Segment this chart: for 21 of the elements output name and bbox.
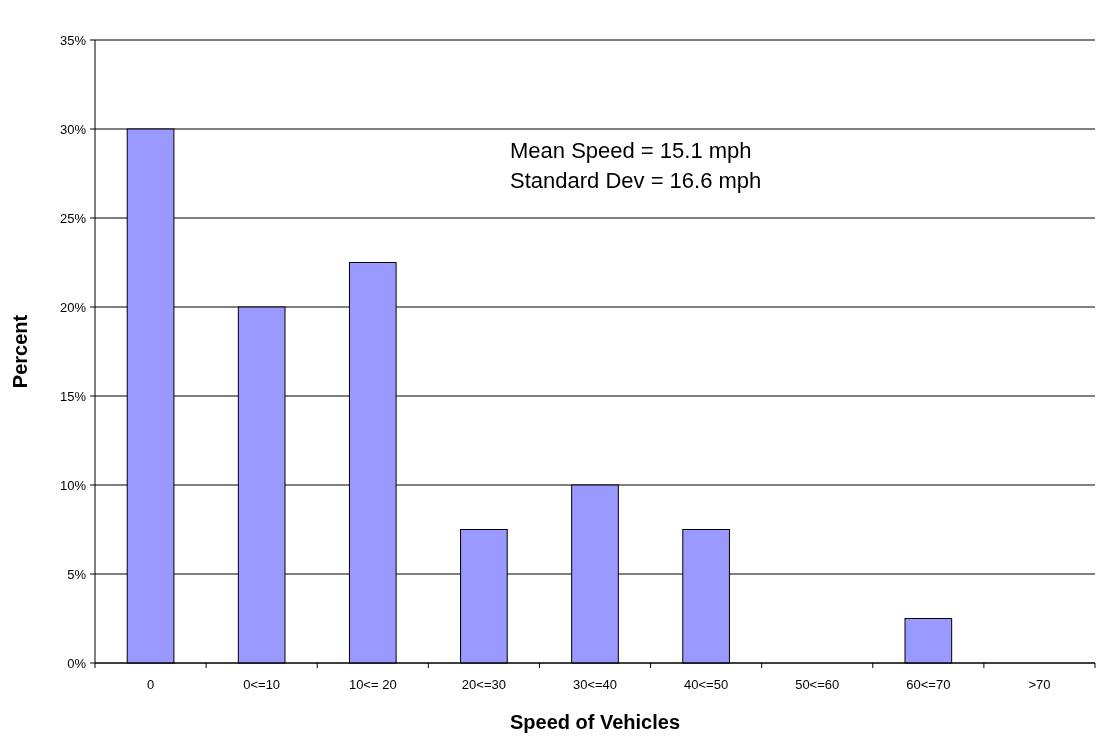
y-tick-label: 0% [67, 655, 87, 671]
annotation: Standard Dev = 16.6 mph [510, 168, 762, 193]
annotation: Mean Speed = 15.1 mph [510, 138, 752, 163]
x-tick-label: 0<=10 [243, 677, 281, 692]
x-tick-label: 30<=40 [572, 677, 618, 692]
y-tick-label: 5% [67, 566, 87, 582]
y-tick-label: 35% [59, 32, 87, 48]
y-tick-label: 20% [59, 299, 87, 315]
y-tick-label: 15% [59, 388, 87, 404]
y-tick-label: 30% [59, 121, 87, 137]
y-axis-title: Percent [9, 314, 31, 389]
x-tick-label: 40<=50 [684, 677, 729, 692]
x-tick-label: 0 [146, 677, 155, 692]
x-tick-label: 10<= 20 [348, 677, 397, 692]
x-tick-label: 20<=30 [461, 677, 506, 692]
x-tick-label: 50<=60 [795, 677, 840, 692]
x-tick-label: 60<=70 [906, 677, 951, 692]
x-axis-title: Speed of Vehicles [509, 711, 681, 733]
y-tick-label: 25% [59, 210, 87, 226]
x-tick-label: >70 [1028, 677, 1051, 692]
y-tick-label: 10% [59, 477, 87, 493]
